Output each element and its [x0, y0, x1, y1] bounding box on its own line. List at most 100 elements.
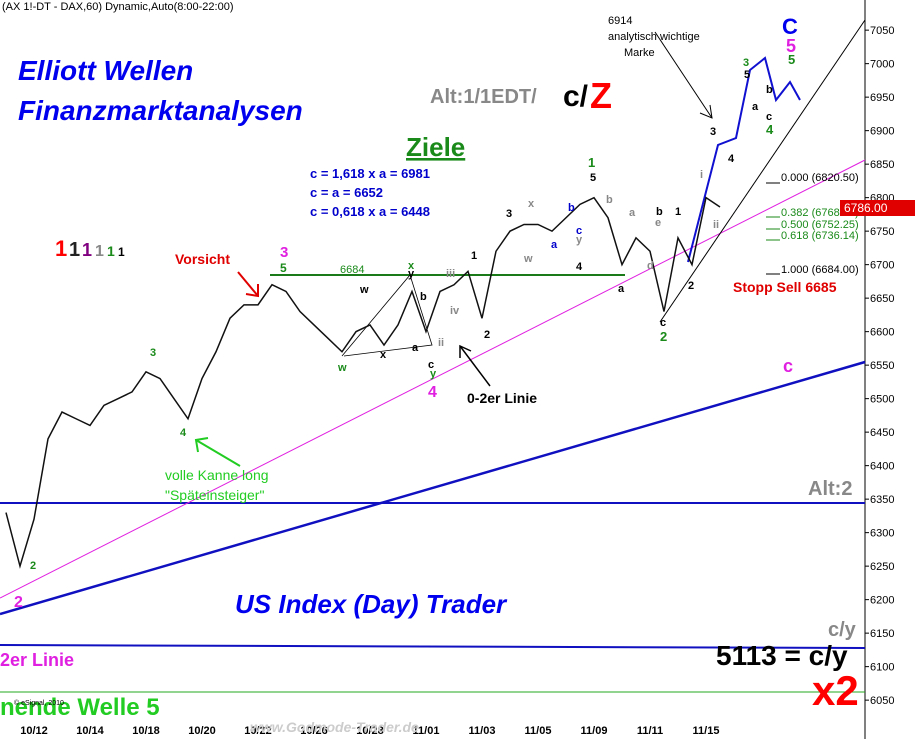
annotation: c: [428, 359, 434, 371]
annotation: y: [576, 234, 583, 246]
annotation: a: [629, 207, 636, 219]
annotation: Marke: [624, 47, 655, 59]
annotation: analytisch wichtige: [608, 31, 700, 43]
y-tick-label: 6400: [870, 461, 894, 473]
annotation: x: [380, 349, 387, 361]
y-tick-label: 6300: [870, 528, 894, 540]
annotation: © eSignal, 2010: [14, 699, 64, 707]
annotation: Ziele: [406, 132, 465, 162]
annotation: 3: [743, 57, 749, 69]
y-tick-label: 6650: [870, 293, 894, 305]
annotation: a: [618, 283, 625, 295]
annotation: 6786.00: [844, 201, 888, 215]
annotation: 1: [95, 243, 104, 260]
annotation: 4: [728, 153, 735, 165]
annotation: c/y: [828, 619, 857, 641]
x-tick-label: 10/26: [300, 725, 328, 737]
annotation: c: [576, 225, 582, 237]
annotation: c: [783, 356, 793, 376]
annotation: 0.618 (6736.14): [781, 230, 859, 242]
trend-line: [0, 360, 866, 616]
annotation: 5: [786, 36, 796, 56]
y-tick-label: 6100: [870, 662, 894, 674]
annotation: 2: [30, 560, 36, 572]
annotation: 6914: [608, 15, 632, 27]
annotation: Vorsicht: [175, 251, 230, 267]
annotation: c = 0,618 x a = 6448: [310, 204, 430, 219]
y-tick-label: 6050: [870, 695, 894, 707]
annotation: b: [606, 194, 613, 206]
x-tick-label: 11/11: [637, 725, 663, 737]
annotation: a: [551, 239, 558, 251]
x-tick-label: 11/09: [581, 725, 608, 737]
arrow-head: [194, 437, 209, 453]
annotation: 1: [471, 250, 477, 262]
annotation: b: [568, 202, 575, 214]
arrow-head: [699, 104, 713, 119]
y-tick-label: 6750: [870, 226, 894, 238]
x-tick-label: 10/18: [132, 725, 160, 737]
annotation: 3: [710, 126, 716, 138]
annotation: 1: [107, 243, 115, 259]
annotation: 6684: [340, 264, 364, 276]
annotation: "Späteinsteiger": [165, 487, 264, 503]
y-tick-label: 6850: [870, 159, 894, 171]
arrow: [654, 31, 713, 119]
annotation: 0.000 (6820.50): [781, 172, 859, 184]
annotation: w: [337, 362, 347, 374]
annotation: 2: [688, 280, 694, 292]
annotation: c = a = 6652: [310, 185, 383, 200]
annotation: c = 1,618 x a = 6981: [310, 166, 430, 181]
annotation: US Index (Day) Trader: [235, 589, 508, 619]
x-tick-label: 11/03: [469, 725, 496, 737]
annotation: C: [782, 14, 798, 39]
annotation: nende Welle 5: [0, 694, 160, 721]
annotation: a: [752, 101, 759, 113]
projection: [687, 56, 801, 263]
annotation: (AX 1!-DT - DAX,60) Dynamic,Auto(8:00-22…: [2, 1, 234, 13]
annotation: 3: [150, 347, 156, 359]
annotation: x: [408, 260, 415, 272]
annotation: 1: [675, 206, 681, 218]
y-tick-label: 6900: [870, 126, 894, 138]
annotation: 4: [428, 384, 437, 401]
annotation: 1.000 (6684.00): [781, 264, 859, 276]
y-tick-label: 6200: [870, 595, 894, 607]
annotation: e: [655, 217, 661, 229]
annotation: 3: [506, 208, 512, 220]
y-tick-label: 6500: [870, 394, 894, 406]
annotation: Alt:1/1EDT/: [430, 86, 537, 108]
x-tick-label: 10/12: [20, 725, 48, 737]
annotation: Finanzmarktanalysen: [18, 95, 303, 126]
annotation: c: [660, 317, 666, 329]
annotation: 3: [280, 244, 288, 261]
annotation: w: [359, 284, 369, 296]
y-tick-label: 6150: [870, 628, 894, 640]
annotation: b: [766, 84, 773, 96]
y-tick-label: 6600: [870, 327, 894, 339]
arrow: [459, 345, 491, 387]
annotation: 0.382 (6768.35): [781, 207, 859, 219]
annotation: y: [408, 268, 415, 280]
annotation: 1: [55, 236, 67, 261]
wave-channel: [341, 274, 433, 357]
x-tick-label: 10/22: [244, 725, 272, 737]
annotation: ii: [713, 219, 719, 231]
annotation: 4: [576, 261, 583, 273]
annotation: 2: [484, 329, 490, 341]
y-tick-label: 7050: [870, 25, 894, 37]
annotation: b: [420, 291, 427, 303]
annotation: 1: [69, 239, 80, 261]
x-tick-label: 10/14: [76, 725, 104, 737]
annotation: iii: [446, 268, 455, 280]
annotation: 5: [788, 52, 795, 67]
trend-line: [659, 19, 866, 323]
annotation: volle Kanne long: [165, 467, 269, 483]
x-tick-label: 10/28: [356, 725, 384, 737]
annotation: c/: [563, 80, 589, 113]
annotation: y: [430, 368, 437, 380]
x-tick-label: 11/01: [413, 725, 440, 737]
arrow-head: [245, 284, 259, 298]
